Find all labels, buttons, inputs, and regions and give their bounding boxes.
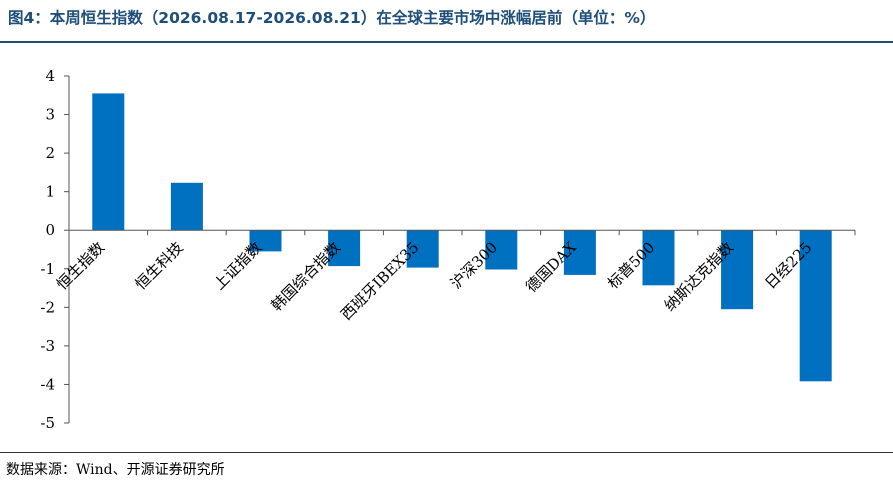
bars: [92, 93, 832, 382]
bar: [799, 230, 832, 382]
title-underline: [0, 41, 893, 43]
bar: [642, 230, 675, 286]
bar: [328, 230, 361, 267]
y-tick-label: 0: [45, 221, 55, 239]
bar: [563, 230, 596, 275]
y-tick-label: 3: [45, 106, 55, 124]
x-tick-label: 恒生指数: [53, 238, 108, 293]
bar: [406, 230, 439, 268]
y-tick-label: -5: [40, 414, 55, 432]
y-tick-label: 1: [45, 183, 55, 201]
footer-divider: [0, 452, 893, 453]
chart-title: 图4：本周恒生指数（2026.08.17-2026.08.21）在全球主要市场中…: [8, 9, 656, 27]
x-tick-label: 恒生科技: [132, 238, 187, 293]
source-note: 数据来源：Wind、开源证券研究所: [6, 462, 225, 478]
bar: [249, 230, 282, 252]
bar: [721, 230, 754, 310]
x-axis: [68, 229, 856, 236]
x-tick-label: 上证指数: [210, 238, 265, 293]
y-tick-label: -1: [40, 260, 55, 278]
y-tick-label: 2: [45, 144, 55, 162]
y-tick-label: 4: [45, 67, 55, 85]
y-tick-label: -3: [40, 337, 55, 355]
bar: [485, 230, 518, 270]
y-axis: 4 3 2 1 0 -1 -2 -3 -4 -5: [40, 67, 70, 432]
y-tick-label: -2: [40, 298, 55, 316]
bar: [92, 93, 125, 231]
bar: [170, 182, 203, 231]
y-tick-label: -4: [40, 375, 55, 393]
